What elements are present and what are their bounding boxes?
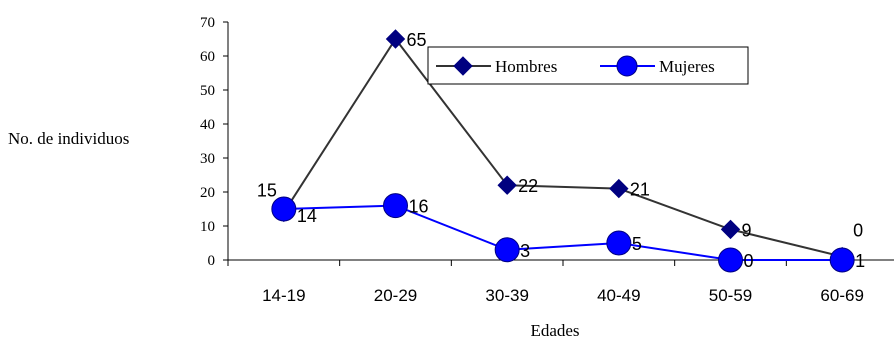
legend-label-mujeres: Mujeres [659,57,715,76]
data-label-hombres: 15 [257,180,277,200]
y-tick-label: 30 [200,151,215,167]
x-tick-label: 30-39 [485,286,528,305]
x-axis-title: Edades [530,321,579,340]
data-label-mujeres: 14 [297,206,317,226]
point-hombres [609,178,629,199]
legend-label-hombres: Hombres [495,57,557,76]
data-label-hombres: 0 [853,221,863,241]
data-label-mujeres: 16 [409,197,429,217]
x-tick-label: 20-29 [374,286,417,305]
legend-marker-hombres [453,56,473,76]
y-tick-label: 50 [200,83,215,99]
x-tick-label: 40-49 [597,286,640,305]
data-label-mujeres: 0 [744,251,754,271]
y-tick-label: 40 [200,117,215,133]
y-tick-label: 20 [200,185,215,201]
point-mujeres [383,193,408,219]
series-line-hombres [282,37,843,258]
y-axis-title: No. de individuos [8,129,129,148]
data-label-mujeres: 3 [520,241,530,261]
point-mujeres [829,247,855,273]
x-tick-label: 50-59 [709,286,752,305]
point-hombres [497,175,517,195]
x-axis-ticks: 14-19 20-29 30-39 40-49 50-59 60-69 [227,260,864,305]
series-layer [271,29,855,273]
legend-marker-mujeres [616,55,638,77]
point-mujeres [606,230,632,256]
y-tick-label: 60 [200,49,215,65]
series-line-mujeres [283,204,843,261]
data-labels-layer: 15 65 22 21 9 0 14 16 3 5 0 1 [257,30,865,271]
data-label-mujeres: 1 [855,251,865,271]
point-hombres [385,29,406,49]
legend: Hombres Mujeres [427,46,749,85]
point-mujeres [718,247,743,273]
point-mujeres [271,196,297,222]
point-mujeres [494,237,520,263]
y-tick-label: 0 [208,253,216,269]
x-tick-label: 60-69 [820,286,863,305]
data-label-mujeres: 5 [632,234,642,254]
y-axis-ticks: 0 10 20 30 40 50 60 70 [200,15,228,269]
data-label-hombres: 65 [407,30,427,50]
y-tick-label: 70 [200,15,215,31]
x-tick-label: 14-19 [262,286,305,305]
data-label-hombres: 22 [518,176,538,196]
point-hombres [720,219,741,240]
data-label-hombres: 21 [630,180,650,200]
y-tick-label: 10 [200,219,215,235]
data-label-hombres: 9 [742,220,752,240]
